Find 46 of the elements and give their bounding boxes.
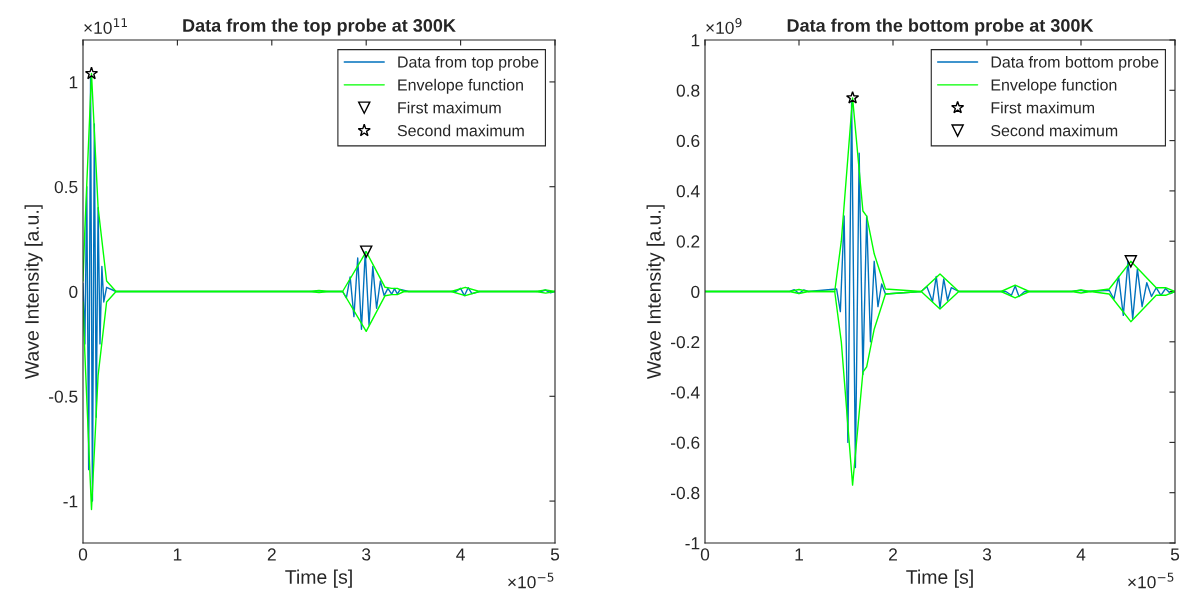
y-tick-label: -0.6 xyxy=(671,436,700,449)
y-tick-label: -0.4 xyxy=(671,386,700,399)
y-axis-title: Wave Intensity [a.u.] xyxy=(646,205,665,380)
y-tick-label: 0 xyxy=(691,285,700,298)
x-tick-label: 2 xyxy=(889,548,897,561)
y-tick-label: 0 xyxy=(69,285,78,298)
x-tick-label: 0 xyxy=(78,548,88,561)
legend-label: First maximum xyxy=(991,101,1095,114)
y-tick-label: 0.2 xyxy=(676,235,700,248)
y-tick-label: -1 xyxy=(63,495,78,508)
y-axis-title: Wave Intensity [a.u.] xyxy=(24,205,43,380)
x-tick-label: 5 xyxy=(1170,548,1180,561)
legend-label: Data from top probe xyxy=(398,55,539,71)
legend-label: First maximum xyxy=(398,101,501,114)
text: ×10$^{9}$ xyxy=(706,18,742,34)
y-tick-label: 0.6 xyxy=(676,134,700,148)
y-tick-label: 1 xyxy=(691,34,700,47)
legend-label: Envelope function xyxy=(398,78,523,94)
chart-title: Data from the bottom probe at 300K xyxy=(787,18,1094,36)
x-axis-title: Time [s] xyxy=(285,569,352,588)
text: ×10$^{11}$ xyxy=(84,18,127,34)
x-tick-label: 0 xyxy=(700,548,710,561)
x-tick-label: 4 xyxy=(456,548,465,561)
x-tick-label: 1 xyxy=(173,548,182,561)
x-tick-label: 4 xyxy=(1076,548,1086,561)
y-tick-label: 0.8 xyxy=(676,84,700,97)
x-tick-label: 1 xyxy=(795,548,803,561)
y-tick-label: -0.8 xyxy=(671,486,700,500)
legend-label: Envelope function xyxy=(991,78,1117,94)
y-tick-label: -0.2 xyxy=(671,335,700,349)
x-tick-label: 2 xyxy=(267,548,276,561)
y-tick-label: -1 xyxy=(685,537,700,550)
x-tick-label: 5 xyxy=(550,548,560,561)
legend-label: Data from bottom probe xyxy=(991,55,1159,71)
text: ×10$^{−5}$ xyxy=(508,572,554,589)
legend-label: Second maximum xyxy=(397,124,524,137)
y-tick-label: 0.4 xyxy=(676,185,700,198)
y-tick-label: 0.5 xyxy=(54,180,78,194)
x-tick-label: 3 xyxy=(362,548,371,561)
legend-label: Second maximum xyxy=(991,124,1118,137)
x-axis-title: Time [s] xyxy=(906,569,973,588)
chart-title: Data from the top probe at 300K xyxy=(183,18,456,36)
text: ×10$^{−5}$ xyxy=(1128,572,1174,589)
y-tick-label: -0.5 xyxy=(49,390,78,403)
y-tick-label: 1 xyxy=(69,76,78,89)
x-tick-label: 3 xyxy=(982,548,992,561)
